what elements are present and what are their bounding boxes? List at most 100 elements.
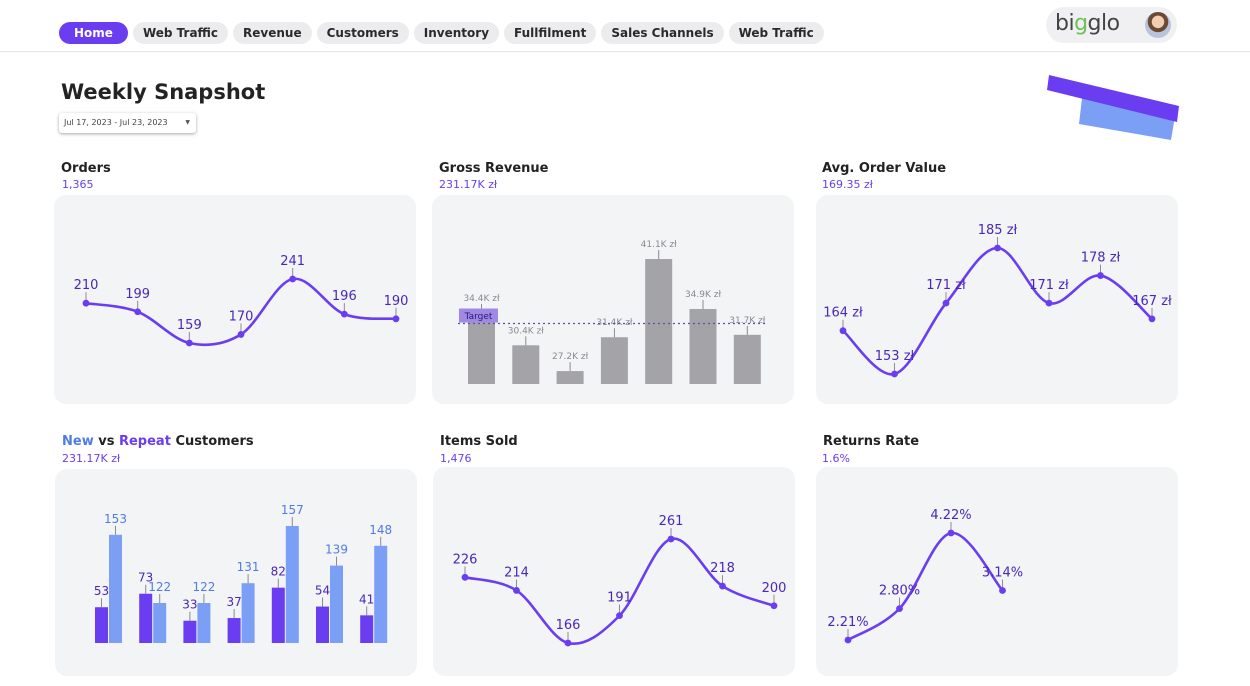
revenue-bar[interactable]	[468, 313, 495, 384]
tab-home[interactable]: Home	[59, 22, 128, 44]
repeat-customers-bar-data-label: 157	[281, 503, 304, 517]
tab-web-traffic[interactable]: Web Traffic	[132, 22, 229, 44]
avg_order_value-point[interactable]	[942, 299, 950, 307]
returns-rate-title: Returns Rate	[823, 434, 920, 449]
repeat-customers-bar[interactable]	[285, 526, 299, 643]
repeat-customers-bar[interactable]	[330, 565, 343, 643]
avg_order_value-point[interactable]	[1097, 272, 1104, 279]
orders-point[interactable]	[289, 275, 297, 283]
orders-chart-panel: 210 199 159 170 241 196 190	[54, 195, 416, 404]
tab-fullfilment[interactable]: Fullfilment	[504, 22, 597, 44]
avg_order_value-data-label: 171 zł	[926, 278, 966, 293]
items_sold-data-label: 226	[453, 552, 478, 567]
avg_order_value-point[interactable]	[839, 327, 847, 335]
new-customers-bar[interactable]	[227, 618, 241, 643]
customers-metric: 231.17K zł	[62, 452, 121, 465]
gross-revenue-chart-panel: 34.4K zł 30.4K zł 27.2K zł 31.4K zł 41.1K zł…	[432, 195, 794, 404]
new-customers-bar[interactable]	[139, 593, 153, 643]
new-customers-bar[interactable]	[271, 587, 285, 643]
returns-rate-chart-panel: 2.21% 2.80% 4.22% 3.14%	[816, 467, 1178, 676]
repeat-customers-bar-data-label: 153	[104, 512, 127, 526]
tab-web-traffic-2[interactable]: Web Traffic	[728, 22, 824, 44]
revenue-bar[interactable]	[600, 337, 628, 384]
items_sold-point[interactable]	[667, 535, 675, 543]
orders-point[interactable]	[134, 308, 142, 316]
items_sold-data-label: 214	[504, 565, 529, 580]
orders-point[interactable]	[392, 315, 400, 323]
revenue-bar[interactable]	[689, 309, 717, 384]
new-customers-bar[interactable]	[95, 607, 108, 643]
revenue-bar[interactable]	[512, 345, 540, 384]
items_sold-data-label: 191	[607, 591, 632, 606]
items_sold-data-label: 218	[710, 561, 735, 576]
items_sold-point[interactable]	[719, 582, 726, 590]
items_sold-point[interactable]	[564, 639, 572, 647]
items_sold-point[interactable]	[513, 587, 520, 594]
revenue-bar[interactable]	[733, 334, 761, 384]
revenue-bar[interactable]	[556, 371, 584, 384]
decorative-stripes-icon	[1047, 75, 1179, 140]
new-customers-bar[interactable]	[360, 615, 374, 643]
returns_rate-point[interactable]	[844, 636, 852, 644]
brand-badge[interactable]: bigglo	[1046, 7, 1177, 43]
new-customers-bar-data-label: 41	[359, 592, 374, 606]
avg_order_value-point[interactable]	[1148, 315, 1156, 323]
items_sold-point[interactable]	[770, 602, 778, 610]
tab-sales-channels[interactable]: Sales Channels	[601, 22, 724, 44]
orders-point[interactable]	[237, 331, 245, 338]
repeat-customers-bar[interactable]	[374, 545, 388, 643]
new-customers-bar[interactable]	[316, 606, 329, 643]
avg_order_value-data-label: 153 zł	[875, 349, 915, 364]
items_sold-data-label: 200	[762, 581, 787, 596]
revenue-data-label: 27.2K zł	[552, 352, 589, 362]
returns_rate-data-label: 3.14%	[982, 565, 1023, 580]
tab-revenue[interactable]: Revenue	[233, 22, 312, 44]
page-title: Weekly Snapshot	[61, 80, 266, 104]
avg_order_value-point[interactable]	[891, 370, 898, 378]
returns_rate-point[interactable]	[947, 529, 955, 537]
orders-data-label: 241	[280, 254, 305, 269]
avg_order_value-data-label: 167 zł	[1132, 294, 1172, 309]
revenue-data-label: 31.7K zł	[729, 316, 766, 326]
user-avatar-icon[interactable]	[1145, 12, 1171, 38]
revenue-bar[interactable]	[645, 259, 673, 384]
returns_rate-data-label: 4.22%	[930, 508, 971, 523]
returns_rate-data-label: 2.80%	[879, 584, 920, 599]
gross-revenue-metric: 231.17K zł	[439, 178, 498, 191]
returns_rate-point[interactable]	[896, 605, 903, 612]
orders-point[interactable]	[340, 310, 348, 318]
orders-point[interactable]	[82, 299, 90, 307]
date-range-picker[interactable]: Jul 17, 2023 - Jul 23, 2023 ▼	[59, 113, 196, 133]
returns-rate-metric: 1.6%	[822, 452, 850, 465]
new-customers-bar-data-label: 82	[271, 565, 286, 579]
repeat-customers-bar-data-label: 148	[369, 523, 392, 537]
orders-data-label: 159	[177, 318, 202, 333]
avg_order_value-point[interactable]	[994, 244, 1001, 252]
tab-inventory[interactable]: Inventory	[413, 22, 500, 44]
revenue-data-label: 34.4K zł	[463, 294, 500, 304]
avg_order_value-data-label: 185 zł	[978, 223, 1018, 238]
repeat-customers-bar[interactable]	[241, 583, 255, 643]
new-customers-bar[interactable]	[183, 620, 197, 643]
avg_order_value-point[interactable]	[1045, 299, 1053, 307]
repeat-customers-bar[interactable]	[153, 603, 167, 643]
items_sold-point[interactable]	[461, 573, 469, 581]
orders-data-label: 190	[384, 294, 409, 309]
items_sold-point[interactable]	[616, 612, 623, 620]
new-customers-bar-data-label: 33	[182, 598, 197, 612]
tab-customers[interactable]: Customers	[316, 22, 409, 44]
aov-chart-panel: 164 zł 153 zł 171 zł 185 zł 171 zł 178 zł 167 …	[816, 195, 1178, 404]
avg_order_value-data-label: 171 zł	[1029, 278, 1069, 293]
repeat-customers-bar[interactable]	[109, 534, 122, 643]
repeat-customers-bar[interactable]	[197, 603, 211, 643]
orders-data-label: 210	[74, 278, 99, 293]
revenue-target-badge	[459, 308, 498, 323]
new-customers-bar-data-label: 73	[138, 571, 153, 585]
new-customers-bar-data-label: 37	[226, 595, 241, 609]
avg_order_value-data-label: 178 zł	[1081, 251, 1121, 266]
returns_rate-point[interactable]	[999, 587, 1006, 594]
orders-point[interactable]	[185, 339, 193, 347]
new-customers-bar-data-label: 53	[94, 584, 109, 598]
